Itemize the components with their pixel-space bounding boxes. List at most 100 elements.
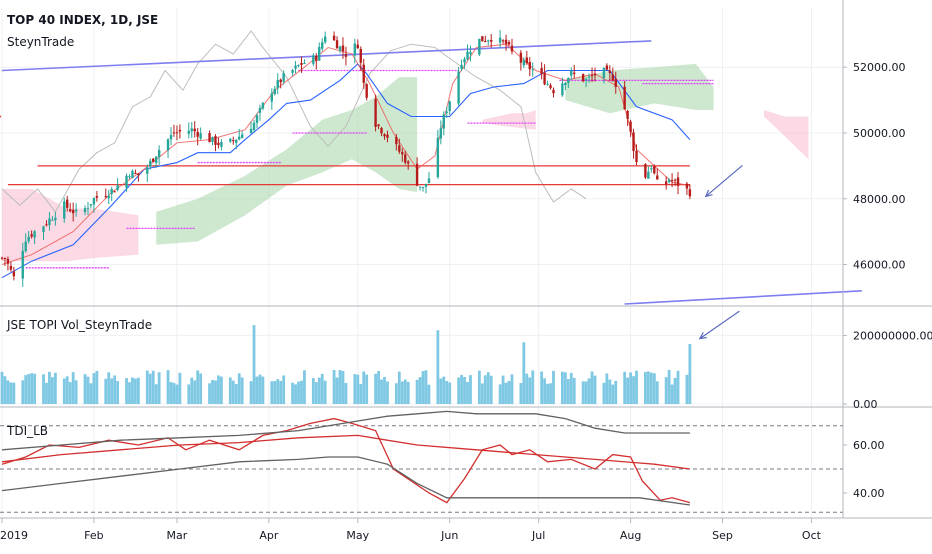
candle[interactable] xyxy=(507,40,511,47)
candle[interactable] xyxy=(380,126,383,137)
candle[interactable] xyxy=(255,113,259,129)
candle[interactable] xyxy=(650,165,653,173)
candle[interactable] xyxy=(152,158,155,163)
candle[interactable] xyxy=(303,59,306,65)
candle[interactable] xyxy=(341,37,345,59)
candle[interactable] xyxy=(214,134,217,152)
candle[interactable] xyxy=(407,159,410,170)
candle[interactable] xyxy=(229,138,232,144)
candle[interactable] xyxy=(146,164,149,182)
candle[interactable] xyxy=(543,64,546,86)
candle[interactable] xyxy=(656,168,659,180)
candle[interactable] xyxy=(110,186,113,201)
candle[interactable] xyxy=(359,46,362,71)
candle[interactable] xyxy=(365,83,368,101)
candle[interactable] xyxy=(593,67,597,82)
candle[interactable] xyxy=(629,119,632,137)
price-pane[interactable] xyxy=(0,30,862,305)
candle[interactable] xyxy=(623,80,626,110)
candle[interactable] xyxy=(463,56,466,69)
candle[interactable] xyxy=(149,158,152,170)
candle[interactable] xyxy=(377,123,380,130)
candle[interactable] xyxy=(561,77,564,97)
candle[interactable] xyxy=(664,176,668,190)
candle[interactable] xyxy=(439,120,443,145)
candle[interactable] xyxy=(587,73,591,83)
candle[interactable] xyxy=(540,62,543,80)
candle[interactable] xyxy=(415,157,419,187)
candle[interactable] xyxy=(552,87,555,98)
candle[interactable] xyxy=(501,39,505,44)
candle[interactable] xyxy=(466,44,469,61)
candle[interactable] xyxy=(436,129,440,179)
candle[interactable] xyxy=(134,169,137,174)
candle[interactable] xyxy=(175,125,179,141)
candle[interactable] xyxy=(95,191,99,202)
candle[interactable] xyxy=(344,46,348,66)
candle[interactable] xyxy=(398,138,401,154)
candle[interactable] xyxy=(235,139,238,150)
candle[interactable] xyxy=(478,38,481,57)
candle[interactable] xyxy=(66,195,69,212)
candle[interactable] xyxy=(673,178,677,187)
candle[interactable] xyxy=(487,39,490,46)
candle[interactable] xyxy=(276,73,279,95)
candle[interactable] xyxy=(51,215,54,221)
candle[interactable] xyxy=(128,174,131,180)
candle[interactable] xyxy=(525,51,529,65)
candle[interactable] xyxy=(383,133,386,140)
candle[interactable] xyxy=(30,230,33,239)
candle[interactable] xyxy=(481,36,484,42)
candle[interactable] xyxy=(421,186,425,192)
volume-pane[interactable] xyxy=(0,310,740,404)
candle[interactable] xyxy=(74,203,78,217)
candle[interactable] xyxy=(68,202,72,213)
candle[interactable] xyxy=(261,102,265,111)
candle[interactable] xyxy=(157,145,161,165)
candle[interactable] xyxy=(546,80,549,86)
candle[interactable] xyxy=(549,83,552,90)
candle[interactable] xyxy=(510,38,514,55)
candle[interactable] xyxy=(573,64,576,79)
candle[interactable] xyxy=(590,67,594,82)
candle[interactable] xyxy=(484,35,487,43)
candle[interactable] xyxy=(608,65,612,81)
candle[interactable] xyxy=(86,201,90,216)
candle[interactable] xyxy=(335,36,339,49)
candle[interactable] xyxy=(297,64,300,68)
candle[interactable] xyxy=(469,45,472,62)
candle[interactable] xyxy=(418,186,422,191)
tdi-pane[interactable] xyxy=(0,410,843,513)
candle[interactable] xyxy=(9,261,13,272)
candle[interactable] xyxy=(92,197,96,213)
candle[interactable] xyxy=(504,34,508,51)
candle[interactable] xyxy=(240,131,244,139)
candle[interactable] xyxy=(498,30,502,49)
candle[interactable] xyxy=(567,77,570,89)
candle[interactable] xyxy=(249,121,253,134)
candle[interactable] xyxy=(356,39,359,49)
candle[interactable] xyxy=(252,119,256,133)
candle[interactable] xyxy=(581,73,585,83)
candle[interactable] xyxy=(332,31,336,41)
candle[interactable] xyxy=(424,183,428,194)
candle[interactable] xyxy=(45,220,48,227)
candle[interactable] xyxy=(113,190,116,193)
candle[interactable] xyxy=(632,128,635,159)
candle[interactable] xyxy=(315,53,318,70)
candle[interactable] xyxy=(519,50,523,71)
candle[interactable] xyxy=(24,233,27,253)
candle[interactable] xyxy=(89,203,93,209)
candle[interactable] xyxy=(131,169,134,179)
candle[interactable] xyxy=(427,171,431,184)
candle[interactable] xyxy=(172,124,176,137)
candle[interactable] xyxy=(653,164,656,175)
candle[interactable] xyxy=(626,109,629,126)
candle[interactable] xyxy=(564,82,567,91)
candle[interactable] xyxy=(187,122,190,139)
candle[interactable] xyxy=(137,173,140,182)
candle[interactable] xyxy=(445,106,448,118)
candle[interactable] xyxy=(6,256,10,271)
candle[interactable] xyxy=(154,156,158,168)
candle[interactable] xyxy=(291,68,294,77)
